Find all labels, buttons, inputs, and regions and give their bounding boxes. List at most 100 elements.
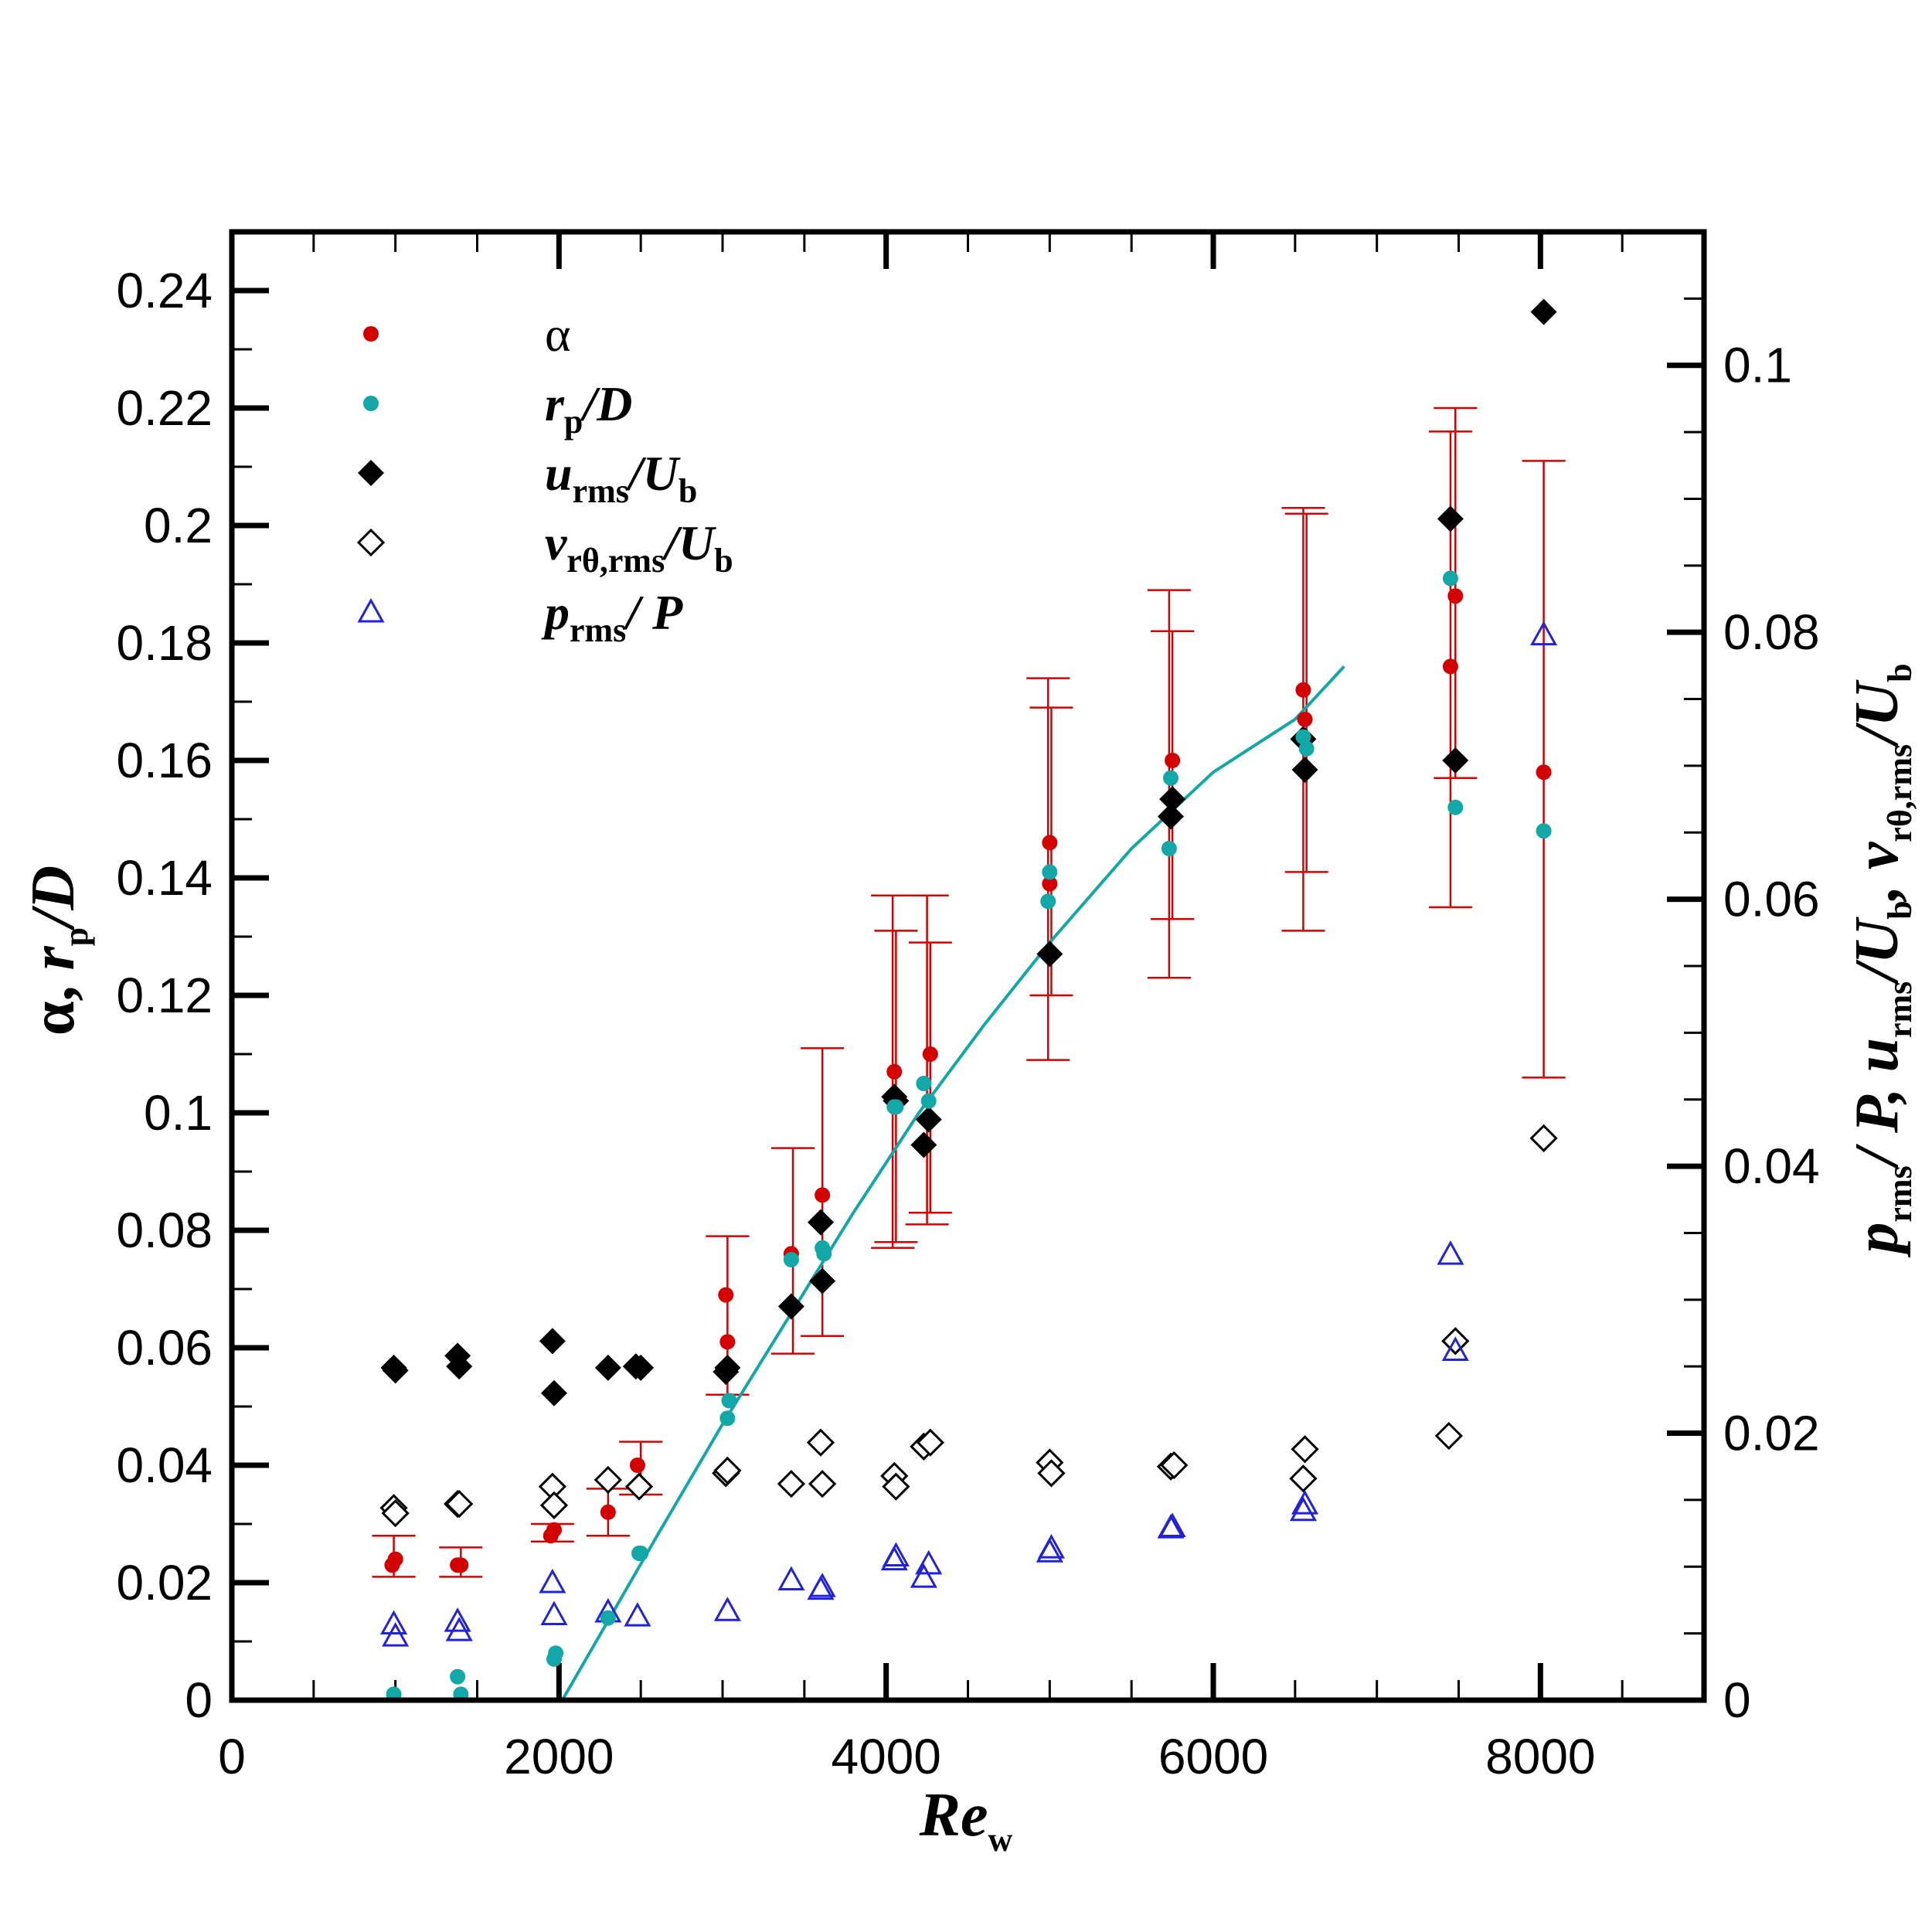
data-point bbox=[380, 1610, 408, 1635]
series-5 bbox=[380, 621, 1558, 1647]
data-point bbox=[1037, 1459, 1066, 1488]
data-point bbox=[922, 1046, 938, 1062]
data-point bbox=[540, 1379, 567, 1406]
y-left-title-part: α, bbox=[19, 970, 87, 1036]
x-tick-label: 8000 bbox=[1485, 1729, 1595, 1784]
legend-label-suffix: /U bbox=[662, 515, 716, 570]
legend-label-main: α bbox=[545, 307, 571, 362]
data-point bbox=[882, 1472, 910, 1501]
data-point bbox=[1161, 841, 1177, 856]
data-point bbox=[1165, 753, 1181, 768]
data-point bbox=[624, 1602, 651, 1627]
y-right-title-part: rθ,rms bbox=[1881, 744, 1919, 842]
legend-entry: prms/ P bbox=[357, 585, 683, 649]
x-axis-title-sub: w bbox=[988, 1821, 1013, 1859]
legend-label-main: p bbox=[541, 585, 570, 640]
y-left-title-part: r bbox=[19, 945, 87, 970]
data-point bbox=[1536, 823, 1552, 839]
data-point bbox=[1529, 1124, 1558, 1152]
data-point bbox=[721, 1393, 737, 1409]
data-point bbox=[1295, 682, 1311, 698]
legend-label-suffix: / P bbox=[623, 585, 683, 640]
y-right-tick-label: 0.04 bbox=[1723, 1138, 1820, 1194]
data-point bbox=[1441, 1336, 1469, 1361]
data-point bbox=[382, 1357, 409, 1384]
data-point bbox=[624, 1472, 654, 1501]
data-point bbox=[546, 1522, 562, 1538]
x-axis-title-main: Re bbox=[919, 1781, 988, 1849]
legend-marker bbox=[357, 597, 385, 623]
data-point bbox=[1040, 893, 1056, 910]
data-point bbox=[594, 1354, 621, 1381]
data-point bbox=[910, 1131, 937, 1158]
data-point bbox=[1037, 1534, 1065, 1559]
data-point bbox=[600, 1610, 616, 1626]
data-point bbox=[1437, 1240, 1464, 1265]
data-point bbox=[1530, 298, 1557, 325]
legend-label-sub: rms bbox=[573, 472, 629, 510]
y-right-tick-label: 0.02 bbox=[1723, 1406, 1820, 1461]
y-left-tick-label: 0.18 bbox=[116, 615, 213, 671]
legend-label-sub2: b bbox=[714, 542, 733, 580]
data-point bbox=[809, 1267, 836, 1294]
data-point bbox=[539, 1491, 569, 1519]
y-right-title-part: /U bbox=[1843, 679, 1911, 748]
legend-marker bbox=[363, 396, 379, 411]
legend-label: urms/Ub bbox=[545, 446, 697, 510]
y-left-tick-label: 0.1 bbox=[144, 1085, 213, 1141]
legend-label: rp/D bbox=[545, 376, 632, 440]
y-left-tick-label: 0.14 bbox=[116, 850, 213, 906]
y-left-tick-label: 0.02 bbox=[116, 1555, 213, 1611]
y-axis-left-title: α, rp/D bbox=[19, 866, 95, 1036]
legend-entry: vrθ,rms/Ub bbox=[356, 515, 733, 580]
data-point bbox=[886, 1063, 903, 1080]
data-point bbox=[450, 1668, 466, 1685]
data-point bbox=[600, 1504, 616, 1520]
data-point bbox=[713, 1597, 741, 1621]
y-left-tick-label: 0.12 bbox=[116, 968, 213, 1023]
data-point bbox=[783, 1252, 799, 1267]
data-point bbox=[594, 1465, 622, 1495]
tick-labels: 0 2000 4000 6000 8000 0 0.02 0.04 0.06 0.08 0.1 0.1… bbox=[116, 263, 1819, 1784]
x-axis-title: Rew bbox=[919, 1781, 1013, 1859]
data-point bbox=[629, 1458, 645, 1473]
y-left-tick-label: 0.16 bbox=[116, 733, 213, 788]
data-point bbox=[548, 1645, 564, 1662]
data-point bbox=[808, 1209, 834, 1236]
data-point bbox=[1162, 770, 1179, 786]
data-point bbox=[719, 1410, 736, 1427]
data-point bbox=[1442, 570, 1458, 587]
x-tick-label: 0 bbox=[218, 1729, 246, 1784]
data-point bbox=[1447, 799, 1464, 815]
data-point bbox=[633, 1546, 649, 1561]
legend-label-sub: rθ,rms bbox=[566, 542, 665, 580]
data-point bbox=[1437, 505, 1464, 532]
y-right-title-part: / P, bbox=[1843, 1073, 1911, 1170]
y-right-tick-label: 0.1 bbox=[1723, 338, 1792, 393]
data-point bbox=[1036, 940, 1063, 968]
data-point bbox=[1295, 729, 1311, 745]
data-point bbox=[808, 1573, 836, 1597]
legend-marker bbox=[358, 460, 384, 486]
data-point bbox=[628, 1354, 655, 1381]
data-point bbox=[1298, 740, 1315, 757]
legend-marker bbox=[356, 528, 386, 557]
y-right-title-part: u bbox=[1843, 1038, 1911, 1073]
y-left-title-part: /D bbox=[19, 866, 87, 931]
y-left-tick-label: 0.06 bbox=[116, 1320, 213, 1376]
data-point bbox=[1442, 658, 1458, 675]
data-point bbox=[915, 1549, 943, 1575]
data-point bbox=[777, 1566, 805, 1591]
y-left-tick-label: 0 bbox=[185, 1672, 213, 1728]
y-left-title-part: p bbox=[57, 927, 95, 946]
data-point bbox=[382, 1622, 410, 1647]
axis-ticks bbox=[229, 230, 1704, 1703]
data-markers bbox=[379, 298, 1558, 1702]
y-right-title-part: p bbox=[1843, 1223, 1911, 1258]
data-point bbox=[1530, 621, 1558, 646]
data-point bbox=[1042, 876, 1058, 892]
data-point bbox=[916, 1076, 932, 1091]
legend-entry: rp/D bbox=[363, 376, 632, 440]
data-point bbox=[808, 1470, 837, 1498]
